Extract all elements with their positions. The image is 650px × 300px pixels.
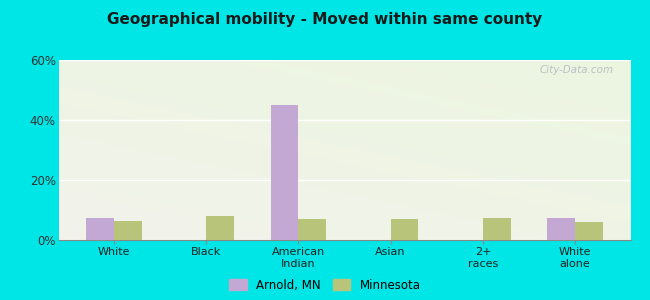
Bar bbox=[270, 105, 298, 240]
Legend: Arnold, MN, Minnesota: Arnold, MN, Minnesota bbox=[227, 276, 423, 294]
Text: Geographical mobility - Moved within same county: Geographical mobility - Moved within sam… bbox=[107, 12, 543, 27]
Text: City-Data.com: City-Data.com bbox=[540, 65, 614, 75]
Bar bbox=[206, 216, 234, 240]
Bar bbox=[483, 218, 510, 240]
Bar bbox=[114, 220, 142, 240]
Bar bbox=[575, 222, 603, 240]
Bar bbox=[86, 218, 114, 240]
Bar bbox=[298, 219, 326, 240]
Bar bbox=[391, 219, 419, 240]
Bar bbox=[547, 218, 575, 240]
